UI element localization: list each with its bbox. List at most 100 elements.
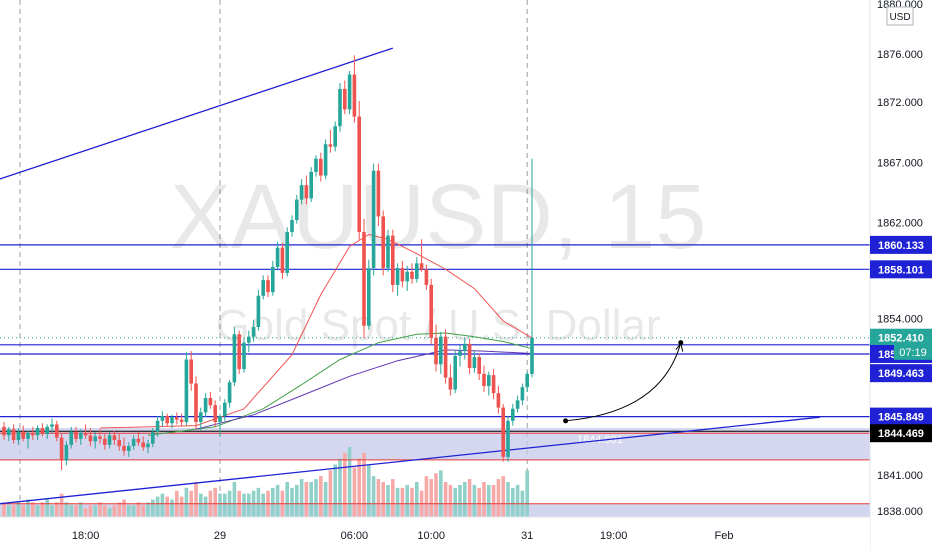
candle-body <box>69 431 73 445</box>
candle-body <box>237 334 241 370</box>
candle-body <box>175 417 179 420</box>
price-badge <box>870 260 932 279</box>
volume-bar <box>400 487 405 517</box>
volume-bar <box>213 487 217 517</box>
volume-bar <box>491 484 496 517</box>
candle-body <box>515 400 520 409</box>
candle-body <box>122 446 126 451</box>
candle-body <box>35 428 40 436</box>
trend-line <box>0 47 394 180</box>
candle-body <box>323 144 328 176</box>
volume-bar <box>40 502 45 517</box>
volume-bar <box>107 508 112 517</box>
candle-body <box>160 416 165 421</box>
candle-body <box>199 412 203 423</box>
candle-body <box>170 417 174 424</box>
candle-body <box>410 271 414 279</box>
volume-bar <box>343 452 347 517</box>
volume-bar <box>333 464 337 517</box>
volume-bar <box>405 484 409 517</box>
candle-body <box>189 359 193 384</box>
candle-body <box>371 170 376 269</box>
candle-body <box>107 435 112 445</box>
projection-end-point <box>678 340 684 346</box>
candle-body <box>93 436 97 442</box>
candle-body <box>482 373 486 386</box>
candle-body <box>136 438 141 443</box>
candle-body <box>59 437 64 461</box>
candle-body <box>501 407 505 457</box>
candle-body <box>285 232 289 273</box>
candle-body <box>328 144 333 147</box>
candle-body <box>458 351 462 356</box>
candle-body <box>295 199 299 221</box>
candle-body <box>299 185 304 200</box>
volume-bar <box>146 502 150 517</box>
projection-arrowhead <box>675 342 684 352</box>
volume-bar <box>247 493 251 517</box>
candle-body <box>203 397 208 413</box>
volume-bar <box>381 482 385 517</box>
candle-body <box>391 235 395 285</box>
volume-bar <box>458 484 462 517</box>
volume-bar <box>429 479 433 517</box>
candle-body <box>40 428 45 435</box>
price-tick-label: 1867.000 <box>877 157 923 169</box>
volume-bar <box>285 482 289 517</box>
time-tick-label: 29 <box>214 530 226 542</box>
candle-body <box>347 74 352 110</box>
candle-body <box>463 343 467 352</box>
candle-body <box>256 295 261 328</box>
projection-arrow <box>563 340 684 424</box>
candle-body <box>98 436 102 439</box>
candle-body <box>242 342 246 370</box>
volume-bar <box>35 505 40 517</box>
candle-body <box>381 216 385 269</box>
volume-bar <box>203 496 208 517</box>
volume-bar <box>261 493 265 517</box>
time-tick-label: 06:00 <box>341 530 369 542</box>
volume-bar <box>328 470 333 517</box>
candle-body <box>208 397 213 406</box>
volume-bar <box>448 484 453 517</box>
candle-body <box>429 284 433 338</box>
currency-label: USD <box>889 12 910 23</box>
price-badge-label: 1849.463 <box>878 368 924 380</box>
volume-bar <box>439 470 443 517</box>
volume-bar <box>59 493 64 517</box>
volume-bar <box>386 484 390 517</box>
candle-body <box>362 232 366 326</box>
volume-bar <box>275 484 280 517</box>
candle-body <box>7 429 11 436</box>
volume-bar <box>515 484 520 517</box>
volume-bar <box>242 493 246 517</box>
volume-bar <box>88 505 93 517</box>
volume-bar <box>410 487 414 517</box>
candle-body <box>338 88 342 127</box>
volume-bar <box>319 476 323 517</box>
candle-body <box>275 247 280 267</box>
time-axis: 18:00 29 06:00 10:00 31 19:00 Feb <box>0 516 870 550</box>
volume-bar <box>141 505 145 517</box>
volume-bar <box>299 479 304 517</box>
volume-bar <box>371 476 376 517</box>
volume-bar <box>218 493 222 517</box>
volume-bar <box>165 496 169 517</box>
volume-bar <box>290 487 294 517</box>
candle-body <box>443 336 448 378</box>
volume-bar <box>506 482 510 517</box>
volume-bar <box>304 482 309 517</box>
time-tick-label: 18:00 <box>72 530 100 542</box>
volume-bar <box>232 482 237 517</box>
candle-body <box>227 382 232 403</box>
candle-body <box>103 438 107 445</box>
price-axis-top-label: 1880.000 <box>877 0 923 11</box>
volume-bar <box>395 487 400 517</box>
watermark-name: Gold Spot / U.S. Dollar <box>215 301 660 350</box>
volume-bar <box>323 482 328 517</box>
price-tick-label: 1876.000 <box>877 49 923 61</box>
trend-lines <box>0 47 821 505</box>
price-tick-label: 1838.000 <box>877 506 923 518</box>
